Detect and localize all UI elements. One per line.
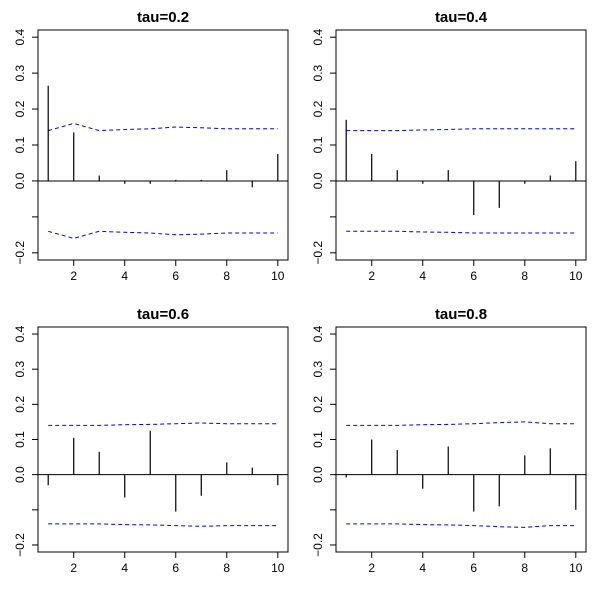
y-tick-label: 0.1 xyxy=(311,431,325,448)
y-tick-label: 0.4 xyxy=(13,325,27,342)
y-tick-label: −0.2 xyxy=(311,241,325,265)
y-tick-label: 0.1 xyxy=(13,431,27,448)
x-tick-label: 2 xyxy=(70,561,77,575)
y-tick-label: 0.3 xyxy=(311,361,325,378)
lower-confidence-band xyxy=(346,230,576,234)
x-tick-label: 8 xyxy=(223,561,230,575)
plot-frame xyxy=(37,29,289,261)
y-tick-label: 0.4 xyxy=(13,29,27,46)
panel-title: tau=0.2 xyxy=(137,9,189,26)
plot-frame xyxy=(335,326,587,553)
x-tick-label: 6 xyxy=(172,269,179,283)
lower-confidence-band xyxy=(48,230,278,239)
plot-frame xyxy=(335,29,587,261)
panel-title: tau=0.6 xyxy=(137,306,189,323)
panel-title: tau=0.4 xyxy=(435,9,488,26)
y-tick-label: 0.0 xyxy=(311,466,325,483)
x-tick-label: 4 xyxy=(419,269,426,283)
y-tick-label: 0.2 xyxy=(13,396,27,413)
x-tick-label: 8 xyxy=(223,269,230,283)
x-tick-label: 8 xyxy=(521,561,528,575)
y-tick-label: 0.3 xyxy=(311,64,325,81)
lower-confidence-band xyxy=(346,523,576,528)
y-tick-label: −0.2 xyxy=(13,533,27,557)
upper-confidence-band xyxy=(48,422,278,426)
x-tick-label: 10 xyxy=(271,269,285,283)
panel-tau-0-2: tau=0.2 −0.2 0.0 0.1 0.2 0.3 0.4 2 4 6 8 10 xyxy=(13,9,289,283)
x-tick-label: 2 xyxy=(368,561,375,575)
lower-confidence-band xyxy=(48,523,278,527)
x-tick-label: 6 xyxy=(470,269,477,283)
x-tick-label: 4 xyxy=(121,561,128,575)
x-tick-label: 10 xyxy=(569,561,583,575)
x-tick-label: 6 xyxy=(470,561,477,575)
y-tick-label: 0.0 xyxy=(13,172,27,189)
y-tick-label: −0.2 xyxy=(311,533,325,557)
x-tick-label: 2 xyxy=(368,269,375,283)
y-tick-label: 0.2 xyxy=(311,396,325,413)
upper-confidence-band xyxy=(48,122,278,132)
y-tick-label: 0.1 xyxy=(311,136,325,153)
y-tick-label: 0.3 xyxy=(13,361,27,378)
x-tick-label: 6 xyxy=(172,561,179,575)
y-tick-label: 0.3 xyxy=(13,64,27,81)
y-tick-label: 0.4 xyxy=(311,325,325,342)
y-tick-label: 0.0 xyxy=(311,172,325,189)
x-tick-label: 10 xyxy=(271,561,285,575)
x-tick-label: 4 xyxy=(121,269,128,283)
panel-tau-0-8: tau=0.8 −0.2 0.0 0.1 0.2 0.3 0.4 2 4 6 8 10 xyxy=(311,306,587,575)
x-tick-label: 4 xyxy=(419,561,426,575)
x-tick-label: 10 xyxy=(569,269,583,283)
panel-title: tau=0.8 xyxy=(435,306,487,323)
y-tick-label: 0.1 xyxy=(13,136,27,153)
y-tick-label: 0.0 xyxy=(13,466,27,483)
y-tick-label: 0.2 xyxy=(13,100,27,117)
upper-confidence-band xyxy=(346,128,576,132)
y-tick-label: 0.4 xyxy=(311,29,325,46)
panel-tau-0-4: tau=0.4 −0.2 0.0 0.1 0.2 0.3 0.4 2 4 6 8 10 xyxy=(311,9,587,283)
x-tick-label: 8 xyxy=(521,269,528,283)
y-tick-label: 0.2 xyxy=(311,100,325,117)
x-tick-label: 2 xyxy=(70,269,77,283)
plot-frame xyxy=(37,326,289,553)
upper-confidence-band xyxy=(346,421,576,426)
y-tick-label: −0.2 xyxy=(13,241,27,265)
panel-tau-0-6: tau=0.6 −0.2 0.0 0.1 0.2 0.3 0.4 2 4 6 8 10 xyxy=(13,306,289,575)
